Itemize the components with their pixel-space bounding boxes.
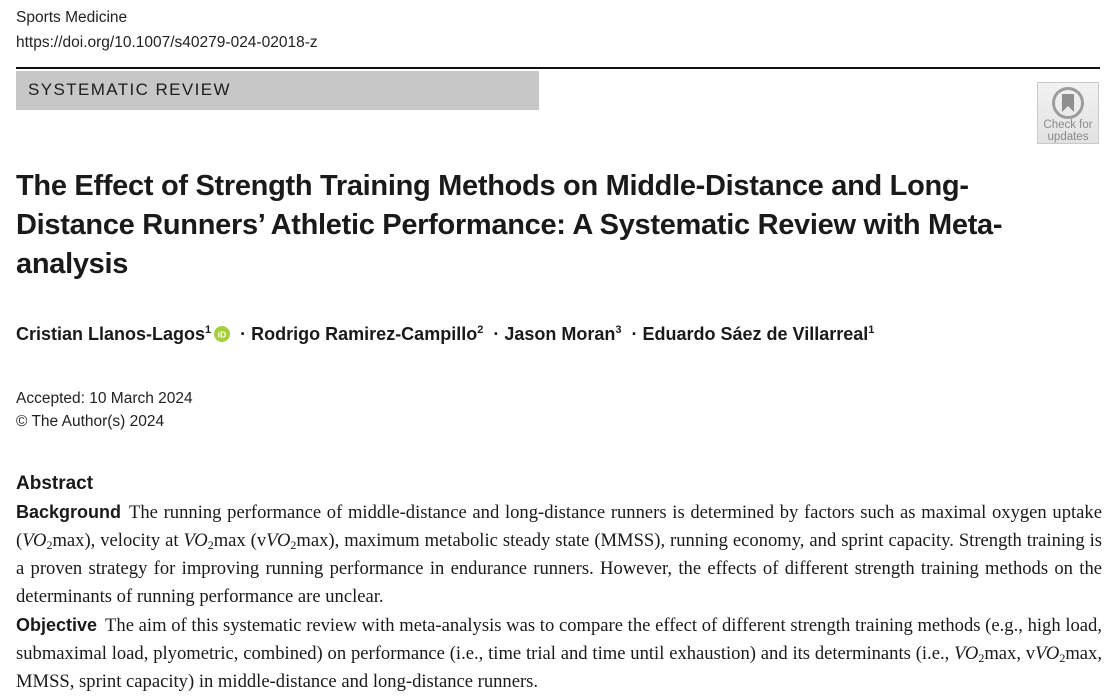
author-affiliation: 2 — [477, 324, 484, 336]
objective-label: Objective — [16, 615, 98, 635]
author-affiliation: 1 — [205, 324, 212, 336]
svg-text:iD: iD — [218, 330, 227, 340]
text-run: VO — [22, 530, 47, 551]
text-run: max — [1065, 643, 1098, 664]
orcid-icon[interactable]: iD — [214, 326, 231, 342]
text-run: max — [52, 530, 85, 551]
text-run: 2 — [978, 651, 985, 665]
text-run: max — [296, 530, 329, 551]
author-affiliation: 3 — [615, 324, 622, 336]
badge-line-2: updates — [1047, 130, 1089, 143]
author-name[interactable]: Jason Moran — [504, 324, 616, 344]
doi-link[interactable]: https://doi.org/10.1007/s40279-024-02018… — [16, 34, 318, 51]
abstract-background: Background The running performance of mid… — [16, 498, 1102, 611]
author-name[interactable]: Cristian Llanos-Lagos — [16, 324, 206, 344]
author-separator: · — [631, 324, 638, 344]
text-run: The running performance of middle-distan… — [16, 502, 1102, 551]
badge-line-1: Check for — [1043, 119, 1093, 131]
text-run: max — [213, 530, 246, 551]
author-separator: · — [240, 324, 247, 344]
text-run: , v — [1016, 643, 1036, 664]
author-affiliation: 1 — [868, 324, 875, 336]
article-type-label: SYSTEMATIC REVIEW — [28, 80, 231, 99]
author-name[interactable]: Eduardo Sáez de Villarreal — [642, 324, 869, 344]
text-run: ), velocity at — [84, 530, 184, 551]
article-meta: Accepted: 10 March 2024 © The Author(s) … — [16, 387, 193, 433]
accepted-date: Accepted: 10 March 2024 — [16, 390, 193, 407]
journal-name: Sports Medicine — [16, 9, 128, 26]
text-run: The aim of this systematic review with m… — [16, 615, 1102, 664]
text-run: VO — [1035, 643, 1060, 664]
copyright-line: © The Author(s) 2024 — [16, 413, 165, 430]
check-for-updates-badge[interactable]: Check for updates — [1037, 82, 1099, 144]
text-run: VO — [183, 530, 208, 551]
abstract-objective: Objective The aim of this systematic revi… — [16, 611, 1102, 696]
article-title: The Effect of Strength Training Methods … — [16, 170, 1003, 280]
text-run: 2 — [1059, 651, 1066, 665]
text-run: , MMSS, sprint capacity) in middle-dista… — [16, 643, 1103, 692]
text-run: 2 — [207, 538, 214, 552]
text-run: (v — [245, 530, 267, 551]
author-list: Cristian Llanos-Lagos1 iD · Rodrigo Ramire… — [16, 322, 874, 346]
crossmark-icon — [1052, 87, 1084, 119]
background-label: Background — [16, 502, 122, 522]
abstract-body: Background The running performance of mid… — [16, 498, 1102, 696]
text-run: VO — [266, 530, 291, 551]
header-rule — [16, 67, 1100, 69]
text-run: 2 — [290, 538, 297, 552]
text-run: max — [984, 643, 1017, 664]
text-run: ), maximum metabolic steady state (MMSS)… — [16, 530, 1102, 607]
text-run: VO — [954, 643, 979, 664]
article-type-band: SYSTEMATIC REVIEW — [16, 71, 539, 110]
author-name[interactable]: Rodrigo Ramirez-Campillo — [251, 324, 478, 344]
author-separator: · — [493, 324, 500, 344]
abstract-heading: Abstract — [16, 473, 94, 494]
text-run: 2 — [46, 538, 53, 552]
